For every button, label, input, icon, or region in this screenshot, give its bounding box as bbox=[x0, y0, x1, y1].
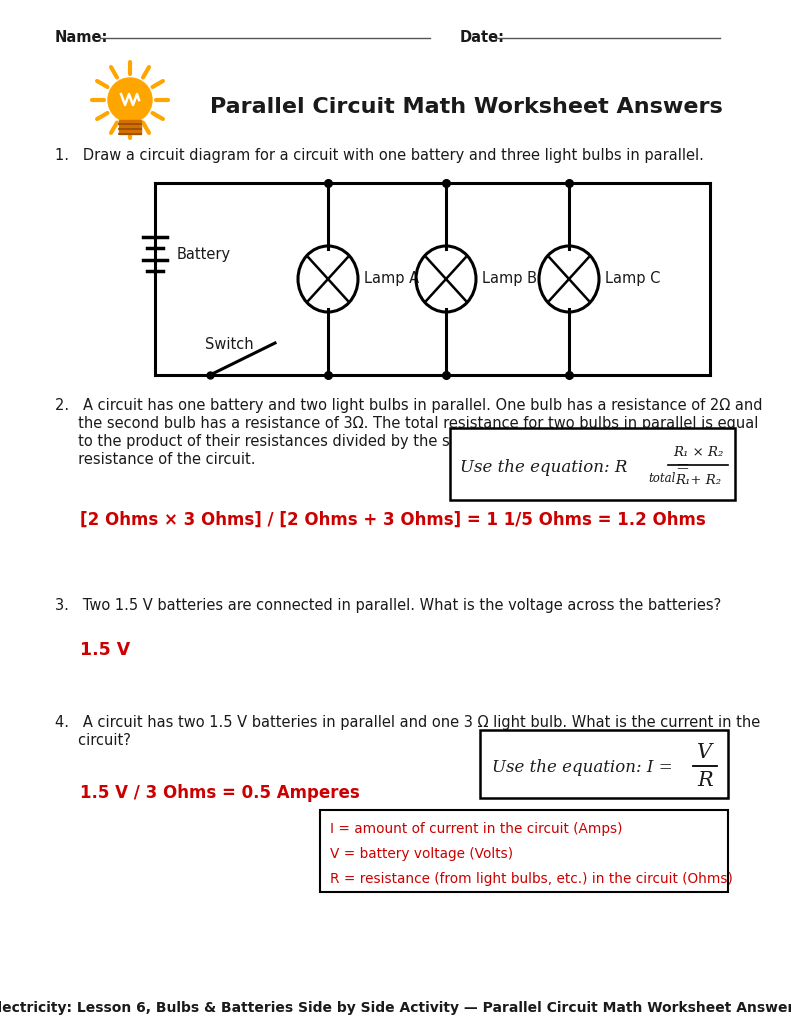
FancyBboxPatch shape bbox=[320, 810, 728, 892]
Text: Switch: Switch bbox=[205, 337, 254, 352]
Text: 1.5 V: 1.5 V bbox=[80, 641, 131, 659]
Text: Lamp C: Lamp C bbox=[605, 271, 660, 287]
Text: resistance of the circuit.: resistance of the circuit. bbox=[55, 452, 255, 467]
Text: [2 Ohms × 3 Ohms] / [2 Ohms + 3 Ohms] = 1 1/5 Ohms = 1.2 Ohms: [2 Ohms × 3 Ohms] / [2 Ohms + 3 Ohms] = … bbox=[80, 511, 706, 529]
Text: Lamp A: Lamp A bbox=[364, 271, 419, 287]
Text: Use the equation: R: Use the equation: R bbox=[460, 460, 627, 476]
Text: Date:: Date: bbox=[460, 31, 505, 45]
Text: 4.   A circuit has two 1.5 V batteries in parallel and one 3 Ω light bulb. What : 4. A circuit has two 1.5 V batteries in … bbox=[55, 715, 760, 730]
Text: Lamp B: Lamp B bbox=[482, 271, 537, 287]
Circle shape bbox=[108, 78, 152, 122]
Text: 1.5 V / 3 Ohms = 0.5 Amperes: 1.5 V / 3 Ohms = 0.5 Amperes bbox=[80, 784, 360, 802]
FancyBboxPatch shape bbox=[480, 730, 728, 798]
Text: R: R bbox=[697, 771, 713, 791]
Text: to the product of their resistances divided by the sum of their resistances. Fin: to the product of their resistances divi… bbox=[55, 434, 725, 449]
Text: Name:: Name: bbox=[55, 31, 108, 45]
Text: V = battery voltage (Volts): V = battery voltage (Volts) bbox=[330, 847, 513, 861]
Text: Battery: Battery bbox=[177, 248, 231, 262]
Text: Electricity: Lesson 6, Bulbs & Batteries Side by Side Activity — Parallel Circui: Electricity: Lesson 6, Bulbs & Batteries… bbox=[0, 1001, 791, 1015]
Text: Parallel Circuit Math Worksheet Answers: Parallel Circuit Math Worksheet Answers bbox=[210, 97, 723, 117]
Text: 3.   Two 1.5 V batteries are connected in parallel. What is the voltage across t: 3. Two 1.5 V batteries are connected in … bbox=[55, 598, 721, 613]
Text: circuit?: circuit? bbox=[55, 733, 131, 748]
Text: =: = bbox=[675, 460, 689, 476]
Text: total: total bbox=[648, 471, 676, 484]
Text: I = amount of current in the circuit (Amps): I = amount of current in the circuit (Am… bbox=[330, 822, 623, 836]
Text: Use the equation: I =: Use the equation: I = bbox=[492, 759, 672, 775]
Text: 1.   Draw a circuit diagram for a circuit with one battery and three light bulbs: 1. Draw a circuit diagram for a circuit … bbox=[55, 148, 704, 163]
Text: R₁ × R₂: R₁ × R₂ bbox=[673, 446, 723, 460]
Text: R₁+ R₂: R₁+ R₂ bbox=[675, 473, 721, 486]
Text: V: V bbox=[698, 742, 713, 762]
Text: R = resistance (from light bulbs, etc.) in the circuit (Ohms): R = resistance (from light bulbs, etc.) … bbox=[330, 872, 733, 886]
Text: the second bulb has a resistance of 3Ω. The total resistance for two bulbs in pa: the second bulb has a resistance of 3Ω. … bbox=[55, 416, 759, 431]
FancyBboxPatch shape bbox=[119, 120, 141, 134]
FancyBboxPatch shape bbox=[450, 428, 735, 500]
Text: 2.   A circuit has one battery and two light bulbs in parallel. One bulb has a r: 2. A circuit has one battery and two lig… bbox=[55, 398, 763, 413]
